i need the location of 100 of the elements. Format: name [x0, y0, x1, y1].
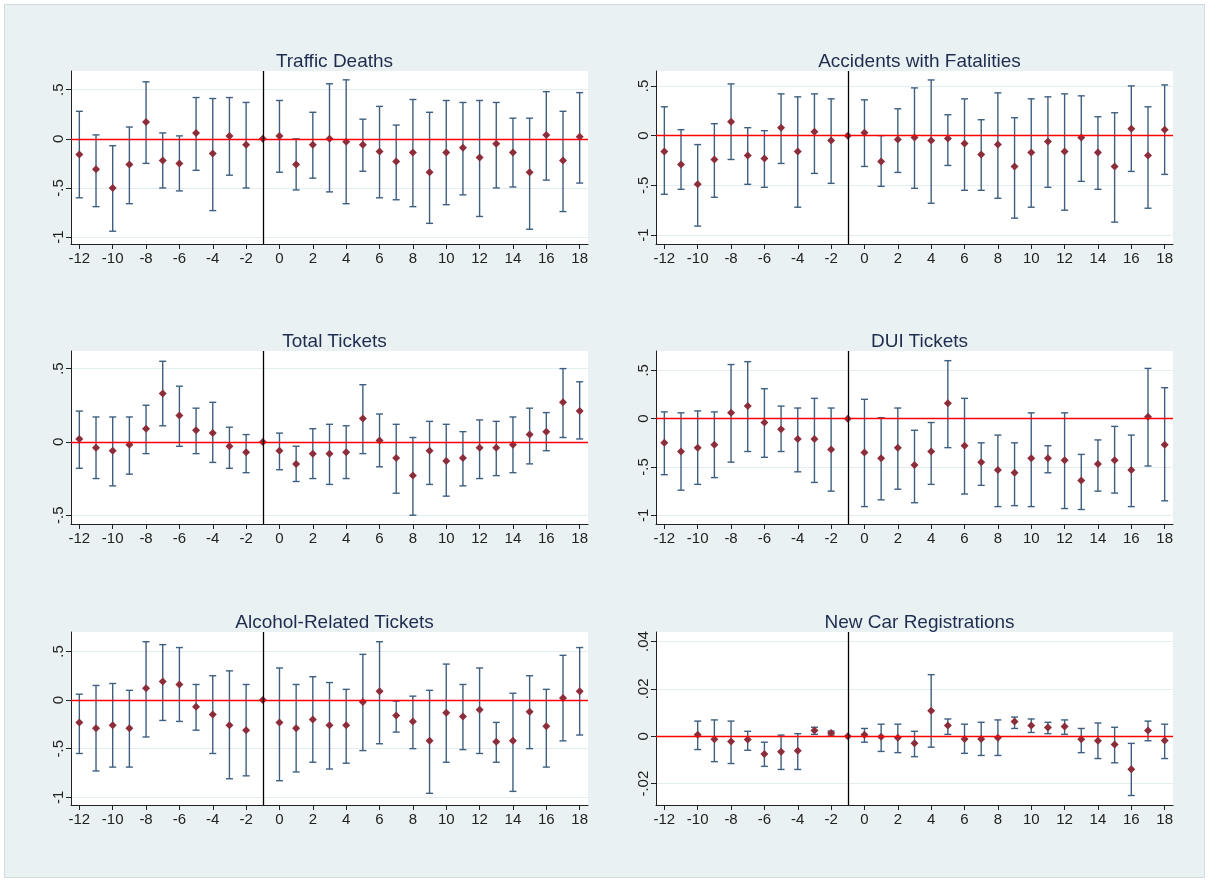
point — [92, 724, 101, 733]
point — [442, 148, 451, 157]
x-tick-label: -12 — [68, 249, 91, 266]
x-tick-label: -10 — [686, 810, 709, 827]
point — [458, 143, 467, 152]
point — [1143, 151, 1152, 160]
x-tick-label: -10 — [686, 249, 709, 266]
point — [877, 157, 886, 166]
point — [275, 446, 284, 455]
point — [827, 136, 836, 145]
point — [793, 147, 802, 156]
x-tick-label: 12 — [471, 810, 488, 827]
x-tick-label: -10 — [686, 529, 709, 546]
point — [710, 440, 719, 449]
x-tick-label: -10 — [101, 810, 124, 827]
x-tick-label: 10 — [1022, 529, 1040, 546]
point — [960, 441, 969, 450]
x-tick-label: 10 — [437, 810, 455, 827]
point — [475, 153, 484, 162]
point — [793, 434, 802, 443]
x-tick-label: 6 — [375, 249, 384, 266]
x-tick-label: -2 — [239, 529, 253, 546]
point — [1127, 124, 1136, 133]
point — [1043, 454, 1052, 463]
point — [927, 447, 936, 456]
x-tick-label: -8 — [724, 810, 738, 827]
point — [760, 154, 769, 163]
point — [425, 168, 434, 177]
y-tick-label: 0 — [49, 695, 66, 705]
point — [392, 711, 401, 720]
point — [542, 427, 551, 436]
point — [358, 414, 367, 423]
point — [392, 454, 401, 463]
point — [777, 425, 786, 434]
point — [175, 159, 184, 168]
point — [777, 747, 786, 756]
point — [142, 684, 151, 693]
point — [693, 180, 702, 189]
x-tick-label: 14 — [1089, 249, 1107, 266]
x-tick-label: 18 — [1156, 810, 1174, 827]
point — [342, 448, 351, 457]
point — [1077, 476, 1086, 485]
point — [375, 147, 384, 156]
x-tick-label: -2 — [239, 810, 253, 827]
x-tick-label: 16 — [537, 810, 555, 827]
point — [677, 160, 686, 169]
point — [743, 151, 752, 160]
point — [442, 708, 451, 717]
point — [458, 454, 467, 463]
x-tick-label: 8 — [408, 810, 418, 827]
x-tick-label: 8 — [993, 249, 1003, 266]
y-tick-label: -.02 — [634, 770, 651, 797]
x-tick-label: 10 — [1022, 810, 1040, 827]
x-tick-label: -4 — [206, 810, 220, 827]
point — [1093, 460, 1102, 469]
x-tick-label: -10 — [101, 529, 124, 546]
point — [425, 736, 434, 745]
point — [275, 131, 284, 140]
x-tick-label: -4 — [791, 249, 805, 266]
point — [442, 456, 451, 465]
point — [75, 718, 84, 727]
point — [877, 454, 886, 463]
point — [508, 148, 517, 157]
point — [158, 156, 167, 165]
point — [1093, 736, 1102, 745]
chart-title: New Car Registrations — [824, 611, 1015, 632]
y-tick-label: -1 — [634, 228, 651, 242]
x-tick-label: 12 — [1056, 529, 1073, 546]
x-tick-label: -6 — [172, 249, 187, 266]
y-tick-label: -.5 — [49, 739, 66, 758]
y-tick-label: .5 — [49, 645, 66, 658]
point — [308, 715, 317, 724]
x-tick-label: -2 — [239, 249, 253, 266]
point — [710, 155, 719, 164]
x-tick-label: 18 — [571, 249, 589, 266]
point — [977, 458, 986, 467]
x-tick-label: -8 — [724, 529, 738, 546]
point — [1027, 721, 1036, 730]
point — [75, 150, 84, 159]
point — [192, 128, 201, 137]
point — [375, 687, 384, 696]
point — [1160, 736, 1169, 745]
x-tick-label: 2 — [893, 529, 902, 546]
point — [1060, 147, 1069, 156]
x-tick-label: 14 — [504, 529, 522, 546]
point — [1060, 456, 1069, 465]
point — [558, 398, 567, 407]
point — [242, 140, 251, 149]
point — [125, 440, 134, 449]
chart-title: Total Tickets — [282, 330, 387, 351]
point — [1127, 765, 1136, 774]
x-tick-label: 8 — [993, 529, 1003, 546]
point — [1010, 162, 1019, 171]
point — [760, 418, 769, 427]
x-tick-label: 8 — [408, 529, 418, 546]
x-tick-label: 6 — [960, 249, 969, 266]
point — [208, 149, 217, 158]
point — [943, 721, 952, 730]
point — [777, 123, 786, 132]
x-tick-label: 2 — [893, 810, 902, 827]
